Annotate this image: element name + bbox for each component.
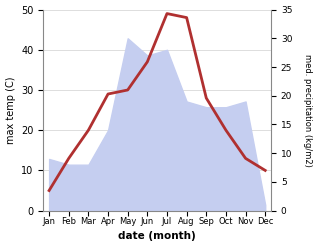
X-axis label: date (month): date (month)	[118, 231, 196, 242]
Y-axis label: med. precipitation (kg/m2): med. precipitation (kg/m2)	[303, 54, 313, 166]
Y-axis label: max temp (C): max temp (C)	[5, 76, 16, 144]
